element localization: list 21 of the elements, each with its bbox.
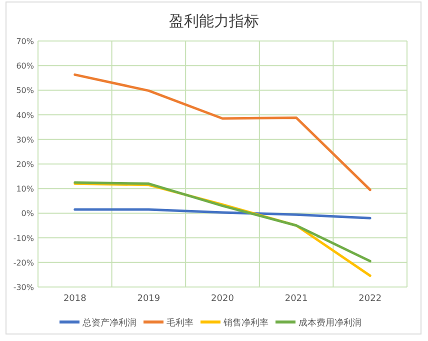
y-tick-label: -10% xyxy=(13,234,34,243)
y-tick-label: -30% xyxy=(13,283,34,292)
legend-label: 毛利率 xyxy=(166,318,194,328)
y-tick-label: 40% xyxy=(16,110,34,120)
y-tick-label: 0% xyxy=(21,209,34,218)
legend-label: 销售净利率 xyxy=(222,318,268,328)
y-tick-label: 50% xyxy=(16,86,34,96)
legend-label: 总资产净利润 xyxy=(82,318,136,328)
x-tick-label: 2022 xyxy=(358,294,382,304)
x-tick-label: 2019 xyxy=(137,294,160,304)
y-tick-label: 70% xyxy=(16,37,34,46)
x-tick-label: 2018 xyxy=(63,294,87,304)
y-tick-label: 30% xyxy=(16,135,34,144)
y-tick-label: 10% xyxy=(16,184,34,194)
legend-label: 成本费用净利润 xyxy=(298,318,362,328)
y-tick-label: -20% xyxy=(13,258,34,268)
title: 盈利能力指标 xyxy=(169,12,259,30)
x-tick-label: 2020 xyxy=(211,294,234,304)
x-tick-label: 2021 xyxy=(284,294,308,304)
y-tick-label: 20% xyxy=(16,160,34,169)
y-tick-label: 60% xyxy=(16,62,34,71)
